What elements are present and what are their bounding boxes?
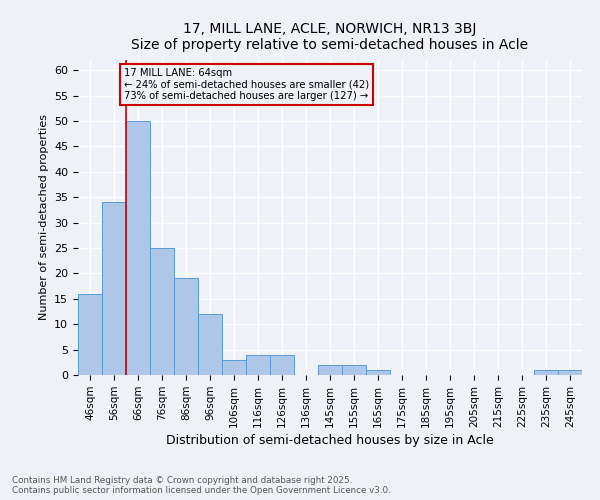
Bar — [150, 248, 174, 375]
Bar — [78, 294, 102, 375]
Bar — [318, 365, 342, 375]
Text: Contains HM Land Registry data © Crown copyright and database right 2025.
Contai: Contains HM Land Registry data © Crown c… — [12, 476, 391, 495]
Bar — [102, 202, 126, 375]
X-axis label: Distribution of semi-detached houses by size in Acle: Distribution of semi-detached houses by … — [166, 434, 494, 447]
Bar — [174, 278, 198, 375]
Bar — [534, 370, 558, 375]
Y-axis label: Number of semi-detached properties: Number of semi-detached properties — [38, 114, 49, 320]
Bar — [558, 370, 582, 375]
Bar — [126, 121, 150, 375]
Bar — [198, 314, 222, 375]
Bar — [366, 370, 390, 375]
Bar — [246, 354, 270, 375]
Bar — [342, 365, 366, 375]
Title: 17, MILL LANE, ACLE, NORWICH, NR13 3BJ
Size of property relative to semi-detache: 17, MILL LANE, ACLE, NORWICH, NR13 3BJ S… — [131, 22, 529, 52]
Bar — [222, 360, 246, 375]
Bar — [270, 354, 294, 375]
Text: 17 MILL LANE: 64sqm
← 24% of semi-detached houses are smaller (42)
73% of semi-d: 17 MILL LANE: 64sqm ← 24% of semi-detach… — [124, 68, 369, 101]
